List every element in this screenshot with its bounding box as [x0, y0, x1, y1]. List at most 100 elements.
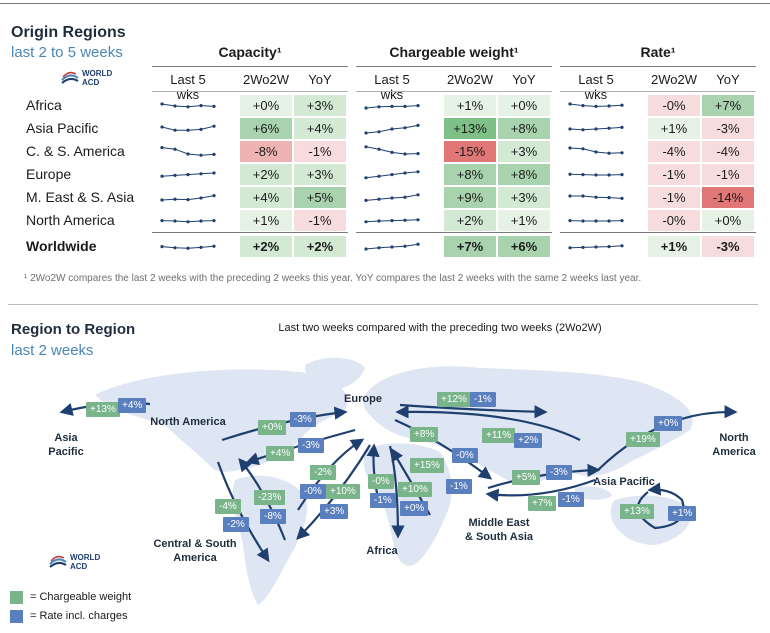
world-acd-logo-bottom: WORLD ACD — [48, 552, 108, 574]
badge-chargeable: -2% — [310, 465, 336, 480]
region-title: Region to Region — [11, 321, 136, 338]
map-label-north-america: North America — [150, 416, 226, 428]
badge-rate: -1% — [446, 479, 472, 494]
group-title-chargeable: Chargeable weight¹ — [389, 44, 519, 60]
sparkline-point — [160, 198, 164, 202]
badge-rate: +3% — [320, 504, 349, 519]
badge-chargeable: +13% — [86, 402, 120, 417]
rate-2wo2w-cell: +1% — [648, 118, 700, 139]
sparkline-point — [390, 127, 394, 131]
map-label-africa: Africa — [366, 545, 398, 557]
capacity-yoy-cell: +5% — [294, 187, 346, 208]
sparkline-point — [212, 194, 216, 198]
map-label-middle-east: Middle East & South Asia — [464, 517, 534, 543]
sparkline-point — [607, 126, 611, 130]
sparkline-point — [199, 104, 203, 108]
sparkline-point — [364, 220, 368, 224]
sparkline-point — [173, 173, 177, 177]
sparkline-rate — [568, 194, 624, 200]
sparkline-point — [403, 195, 407, 199]
sparkline-point — [173, 104, 177, 108]
sparkline-point — [186, 246, 190, 250]
rate-yoy-cell: +0% — [702, 210, 754, 231]
badge-rate: -3% — [546, 465, 572, 480]
sparkline-rate — [568, 172, 624, 177]
badge-chargeable: +13% — [620, 504, 654, 519]
row-label: Europe — [26, 166, 72, 182]
chargeable-2wo2w-cell: +2% — [444, 210, 496, 231]
sparkline-capacity — [160, 244, 216, 250]
sparkline-point — [581, 173, 585, 177]
badge-chargeable: +5% — [512, 470, 541, 485]
section-divider — [8, 304, 758, 305]
sparkline-point — [403, 152, 407, 156]
capacity-2wo2w-cell: +2% — [240, 164, 292, 185]
chargeable-yoy-cell: +3% — [498, 141, 550, 162]
sparkline-point — [620, 173, 624, 177]
sparkline-point — [212, 171, 216, 175]
sparkline-point — [390, 150, 394, 154]
map-label-north-america-right: North America — [712, 432, 756, 458]
land-islands — [575, 486, 612, 500]
sparkline-point — [377, 130, 381, 134]
chargeable-yoy-cell: +8% — [498, 164, 550, 185]
chargeable-2wo2w-cell: +1% — [444, 95, 496, 116]
rate-yoy-cell: -14% — [702, 187, 754, 208]
col-header-2wo2w: 2Wo2W — [651, 72, 697, 87]
sparkline-point — [199, 196, 203, 200]
arrow-asia-to-me — [485, 478, 596, 502]
header-rule-capacity — [152, 91, 348, 92]
land-south-america — [232, 475, 308, 605]
sparkline-point — [186, 198, 190, 202]
badge-rate: -1% — [370, 493, 396, 508]
sparkline-point — [173, 246, 177, 250]
sparkline-point — [607, 245, 611, 249]
sparkline-point — [594, 195, 598, 199]
sparkline-chargeable — [364, 104, 420, 110]
section-subtitle: last 2 to 5 weeks — [11, 44, 123, 61]
map-label-asia-pacific: Asia Pacific — [593, 476, 655, 488]
legend-label-rate: = Rate incl. charges — [30, 610, 128, 622]
rate-2wo2w-cell: +1% — [648, 236, 700, 257]
capacity-2wo2w-cell: -8% — [240, 141, 292, 162]
sparkline-point — [377, 197, 381, 201]
region-subtitle: last 2 weeks — [11, 342, 94, 359]
sparkline-point — [607, 196, 611, 200]
col-header-last5: Last 5 wks — [374, 72, 410, 102]
chargeable-yoy-cell: +3% — [498, 187, 550, 208]
group-rule-capacity — [152, 66, 348, 67]
sparkline-point — [416, 193, 420, 197]
sparkline-point — [199, 153, 203, 157]
sparkline-point — [581, 147, 585, 151]
badge-chargeable: +12% — [437, 392, 471, 407]
row-label: Africa — [26, 97, 62, 113]
top-rule — [0, 3, 770, 4]
arrow-eu-to-me — [394, 418, 493, 480]
capacity-2wo2w-cell: +6% — [240, 118, 292, 139]
sparkline-point — [403, 171, 407, 175]
rate-yoy-cell: -4% — [702, 141, 754, 162]
sparkline-rate — [568, 219, 624, 223]
rate-yoy-cell: +7% — [702, 95, 754, 116]
sparkline-point — [377, 105, 381, 109]
footnote: ¹ 2Wo2W compares the last 2 weeks with t… — [24, 273, 642, 284]
badge-rate: -3% — [290, 412, 316, 427]
sparkline-point — [581, 219, 585, 223]
capacity-yoy-cell: +4% — [294, 118, 346, 139]
badge-rate: -3% — [298, 438, 324, 453]
sparkline-point — [594, 150, 598, 154]
sparkline-point — [160, 245, 164, 249]
sparkline-point — [568, 102, 572, 106]
sparkline-point — [173, 219, 177, 223]
sparkline-point — [416, 104, 420, 108]
land-greenland — [304, 357, 365, 390]
capacity-yoy-cell: -1% — [294, 210, 346, 231]
badge-rate: +0% — [400, 501, 429, 516]
sparkline-point — [199, 172, 203, 176]
sparkline-point — [173, 128, 177, 132]
sparkline-point — [581, 194, 585, 198]
chargeable-2wo2w-cell: +7% — [444, 236, 496, 257]
sparkline-point — [416, 170, 420, 174]
sparkline-point — [416, 123, 420, 127]
